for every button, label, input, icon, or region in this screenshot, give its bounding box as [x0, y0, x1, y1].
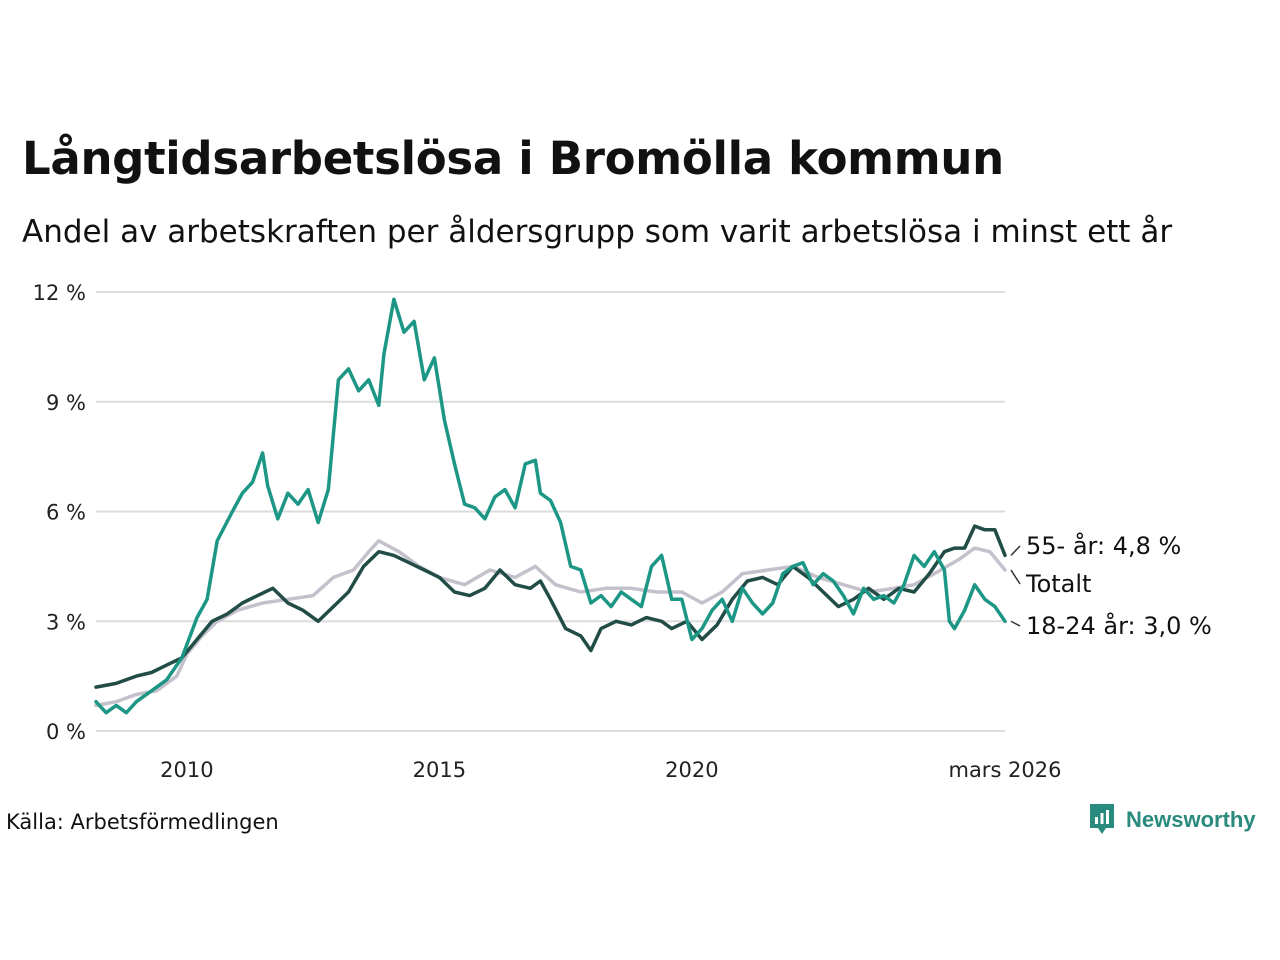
y-axis-ticks: 0 % 3 % 6 % 9 % 12 % — [33, 281, 86, 744]
brand-logo: Newsworthy — [1088, 802, 1256, 838]
leader-line — [1010, 620, 1021, 627]
y-tick-label: 6 % — [46, 501, 86, 525]
chart-subtitle: Andel av arbetskraften per åldersgrupp s… — [22, 214, 1173, 250]
x-tick-label: 2015 — [413, 758, 466, 782]
x-axis-ticks: 2010 2015 2020 mars 2026 — [160, 758, 1061, 782]
newsworthy-logo-icon — [1090, 804, 1114, 834]
leader-line — [1010, 569, 1021, 585]
chart-title: Långtidsarbetslösa i Bromölla kommun — [22, 132, 1004, 185]
x-tick-label: 2010 — [160, 758, 213, 782]
y-tick-label: 12 % — [33, 281, 86, 305]
grid-lines — [96, 291, 1005, 732]
leader-line — [1010, 545, 1021, 556]
source-note: Källa: Arbetsförmedlingen — [6, 810, 279, 834]
series-end-labels: Totalt 55- år: 4,8 % 18-24 år: 3,0 % — [1010, 531, 1212, 640]
y-tick-label: 9 % — [46, 391, 86, 415]
end-label-18-24-ar: 18-24 år: 3,0 % — [1026, 611, 1212, 640]
series-lines — [94, 297, 1007, 715]
series-line-55-ar — [94, 524, 1007, 689]
end-label-55-ar: 55- år: 4,8 % — [1026, 531, 1181, 560]
end-label-totalt: Totalt — [1025, 570, 1091, 598]
y-tick-label: 0 % — [46, 720, 86, 744]
brand-name: Newsworthy — [1126, 807, 1256, 832]
x-tick-label: 2020 — [665, 758, 718, 782]
y-tick-label: 3 % — [46, 610, 86, 634]
x-tick-label: mars 2026 — [948, 758, 1061, 782]
series-line-18-24-ar — [94, 297, 1007, 715]
series-line-totalt — [94, 539, 1007, 708]
